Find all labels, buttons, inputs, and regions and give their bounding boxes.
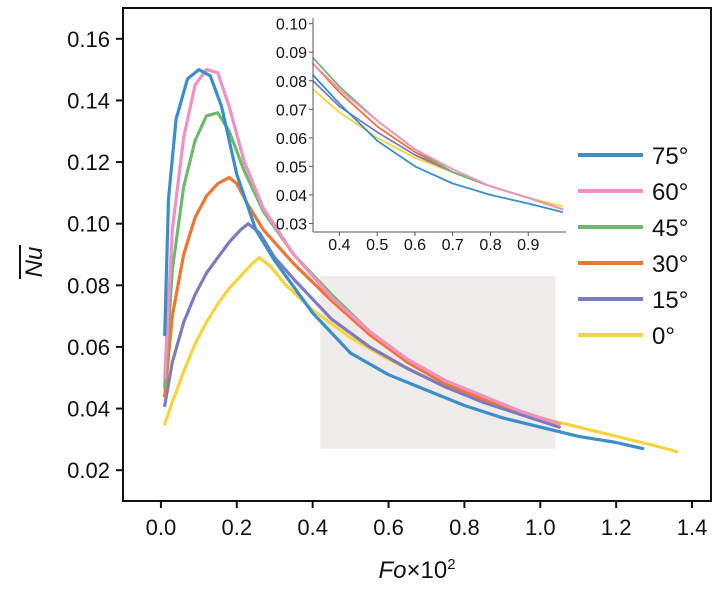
inset-y-tick-label: 0.06 <box>276 131 307 148</box>
inset-y-tick-label: 0.03 <box>276 216 307 233</box>
series-line-60deg <box>163 67 561 426</box>
legend-label-75deg: 75° <box>652 143 688 170</box>
legend-label-30deg: 30° <box>652 251 688 278</box>
y-tick-label: 0.06 <box>67 335 110 360</box>
series-line-15deg <box>163 222 561 429</box>
x-tick-label: 1.2 <box>601 515 632 540</box>
main-plot-frame <box>122 7 712 502</box>
inset-series-line-60deg <box>312 62 564 211</box>
inset-background <box>313 18 566 232</box>
inset-series-group <box>312 57 564 213</box>
series-line-30deg <box>163 175 561 426</box>
main-y-ticks: 0.02 0.04 0.06 0.08 0.10 0.12 0.14 0.16 <box>67 27 123 483</box>
x-tick-label: 1.0 <box>525 515 556 540</box>
y-axis-title: Nu <box>21 247 48 278</box>
inset-x-tick-label: 0.9 <box>517 237 539 254</box>
inset-x-ticks: 0.4 0.5 0.6 0.7 0.8 0.9 <box>328 232 539 254</box>
inset-y-tick-label: 0.10 <box>276 17 307 34</box>
inset-x-tick-label: 0.8 <box>479 237 501 254</box>
x-tick-label: 0.6 <box>373 515 404 540</box>
y-tick-label: 0.10 <box>67 212 110 237</box>
inset-x-tick-label: 0.5 <box>366 237 388 254</box>
main-series-group <box>163 67 679 454</box>
legend-label-0deg: 0° <box>652 323 675 350</box>
y-axis-title-group: Nu <box>19 245 48 279</box>
inset-y-tick-label: 0.09 <box>276 45 307 62</box>
x-tick-label: 1.4 <box>677 515 708 540</box>
y-tick-label: 0.16 <box>67 27 110 52</box>
inset-y-tick-label: 0.07 <box>276 102 307 119</box>
x-tick-label: 0.8 <box>449 515 480 540</box>
legend-label-60deg: 60° <box>652 179 688 206</box>
x-tick-label: 0.0 <box>146 515 177 540</box>
inset-x-tick-label: 0.7 <box>442 237 464 254</box>
x-tick-label: 0.2 <box>222 515 253 540</box>
inset-y-tick-label: 0.05 <box>276 159 307 176</box>
inset-y-ticks: 0.03 0.04 0.05 0.06 0.07 0.08 0.09 0.10 <box>276 17 313 233</box>
series-line-75deg <box>163 67 645 451</box>
main-x-ticks: 0.0 0.2 0.4 0.6 0.8 1.0 1.2 1.4 <box>146 501 708 540</box>
inset-series-line-75deg <box>312 74 564 213</box>
y-tick-label: 0.12 <box>67 150 110 175</box>
legend-label-15deg: 15° <box>652 287 688 314</box>
y-tick-label: 0.02 <box>67 458 110 483</box>
inset-x-tick-label: 0.6 <box>404 237 426 254</box>
inset-y-tick-label: 0.08 <box>276 74 307 91</box>
x-tick-label: 0.4 <box>297 515 328 540</box>
legend: 75° 60° 45° 30° 15° 0° <box>578 143 688 350</box>
y-tick-label: 0.14 <box>67 88 110 113</box>
legend-label-45deg: 45° <box>652 215 688 242</box>
inset-y-tick-label: 0.04 <box>276 188 307 205</box>
y-tick-label: 0.08 <box>67 273 110 298</box>
inset-x-tick-label: 0.4 <box>328 237 350 254</box>
y-tick-label: 0.04 <box>67 397 110 422</box>
x-axis-title: Fo×102 <box>378 556 455 584</box>
